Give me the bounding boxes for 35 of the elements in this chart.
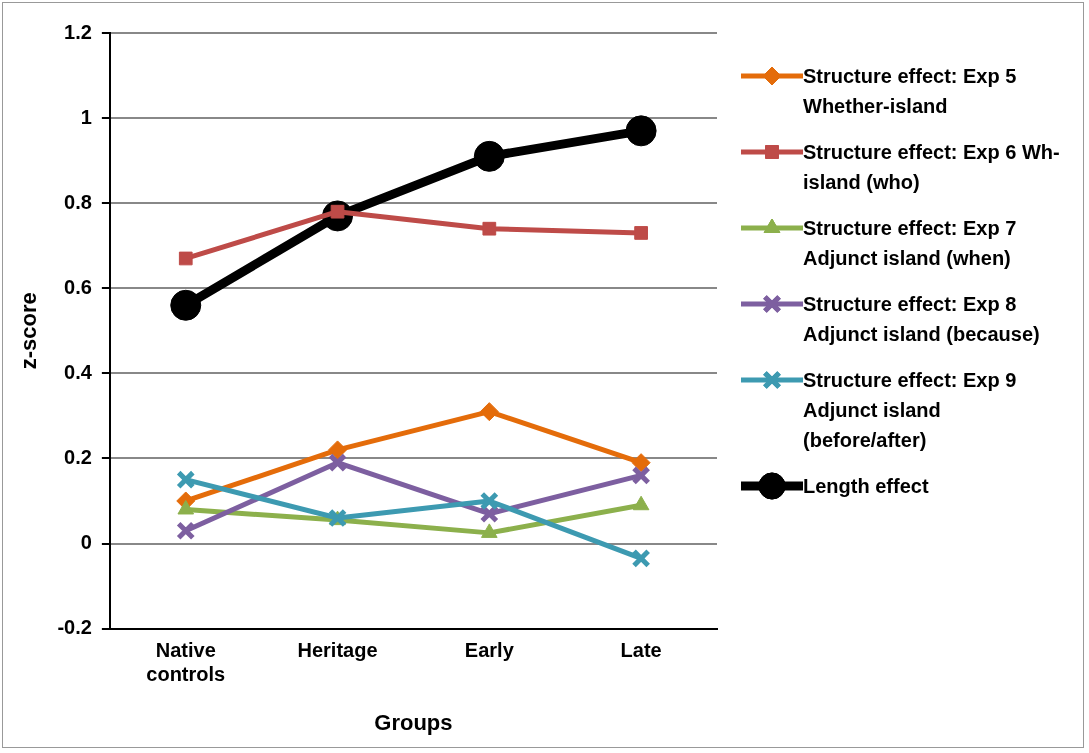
legend-label: Structure effect: Exp 5 Whether-island xyxy=(803,64,1018,119)
point xyxy=(479,402,499,422)
point xyxy=(473,140,505,172)
y-tick-label: 1.2 xyxy=(64,20,92,43)
y-tick-label: 0.8 xyxy=(64,190,92,213)
point xyxy=(631,453,651,473)
x-tick-label: Late xyxy=(620,639,662,662)
y-tick-label: 0.2 xyxy=(64,445,92,468)
y-axis-title: z-score xyxy=(16,292,42,370)
point xyxy=(176,470,196,490)
point xyxy=(631,465,651,486)
x-tick-label: Native controls xyxy=(146,639,226,686)
point xyxy=(631,548,651,568)
point xyxy=(482,221,497,236)
y-tick-label: 0.6 xyxy=(64,275,92,298)
point xyxy=(479,491,499,511)
x-tick-label: Early xyxy=(464,639,515,662)
point xyxy=(176,521,196,541)
legend-label: Structure effect: Exp 8 Adjunct island (because) xyxy=(803,292,1041,347)
point xyxy=(634,226,648,240)
point xyxy=(328,440,348,460)
legend-label: Length effect xyxy=(803,474,930,499)
point xyxy=(327,453,348,473)
point xyxy=(625,115,657,147)
x-axis-title: Groups xyxy=(374,709,453,735)
y-tick-label: 0 xyxy=(80,531,92,554)
legend-label: Structure effect: Exp 6 Wh-island (who) xyxy=(803,140,1061,195)
x-tick-label: Heritage xyxy=(297,639,378,662)
y-tick-label: -0.2 xyxy=(57,616,92,639)
point xyxy=(178,251,193,266)
point xyxy=(170,289,202,321)
legend-label: Structure effect: Exp 7 Adjunct island (when) xyxy=(803,216,1018,271)
legend-label: Structure effect: Exp 9 Adjunct island (before/after) xyxy=(803,368,1018,453)
y-tick-label: 1 xyxy=(80,105,92,128)
y-tick-label: 0.4 xyxy=(64,360,93,383)
